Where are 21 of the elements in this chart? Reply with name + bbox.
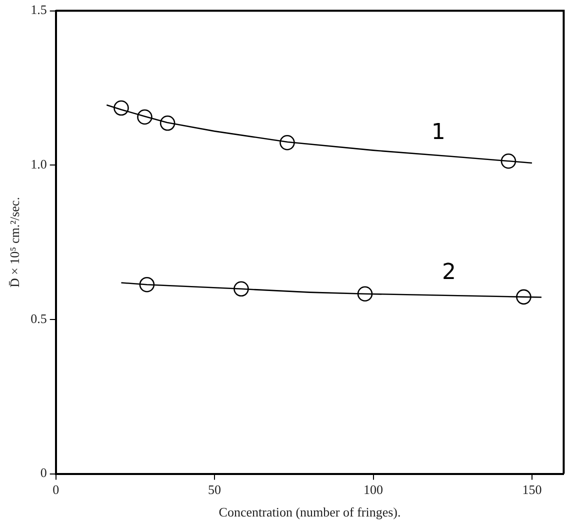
x-axis-title: Concentration (number of fringes). — [218, 504, 401, 520]
x-tick-label: 150 — [522, 482, 542, 498]
series-label: 1 — [431, 120, 446, 146]
y-tick-label: 0 — [40, 465, 47, 480]
point — [516, 289, 532, 305]
y-tick-label: 1.0 — [30, 156, 47, 172]
point — [234, 281, 249, 297]
point — [160, 116, 176, 131]
y-axis-title: D̄ × 10⁵ cm.²/sec. — [7, 197, 22, 288]
point — [114, 100, 129, 116]
point — [137, 109, 152, 125]
y-tick-label: 0.5 — [30, 310, 47, 326]
series-label: 2 — [442, 260, 456, 286]
point — [280, 134, 295, 150]
x-tick-label: 50 — [208, 482, 222, 498]
point — [500, 153, 516, 169]
point — [139, 276, 155, 292]
x-tick-label: 0 — [52, 482, 60, 498]
point — [357, 286, 373, 302]
x-tick-label: 100 — [364, 482, 384, 498]
y-tick-label: 1.5 — [30, 2, 47, 18]
